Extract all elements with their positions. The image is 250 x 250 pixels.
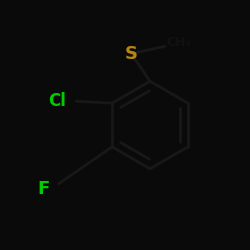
Text: CH₃: CH₃ (166, 36, 191, 49)
Text: F: F (38, 180, 50, 198)
Text: Cl: Cl (48, 92, 66, 110)
Text: S: S (125, 45, 138, 63)
